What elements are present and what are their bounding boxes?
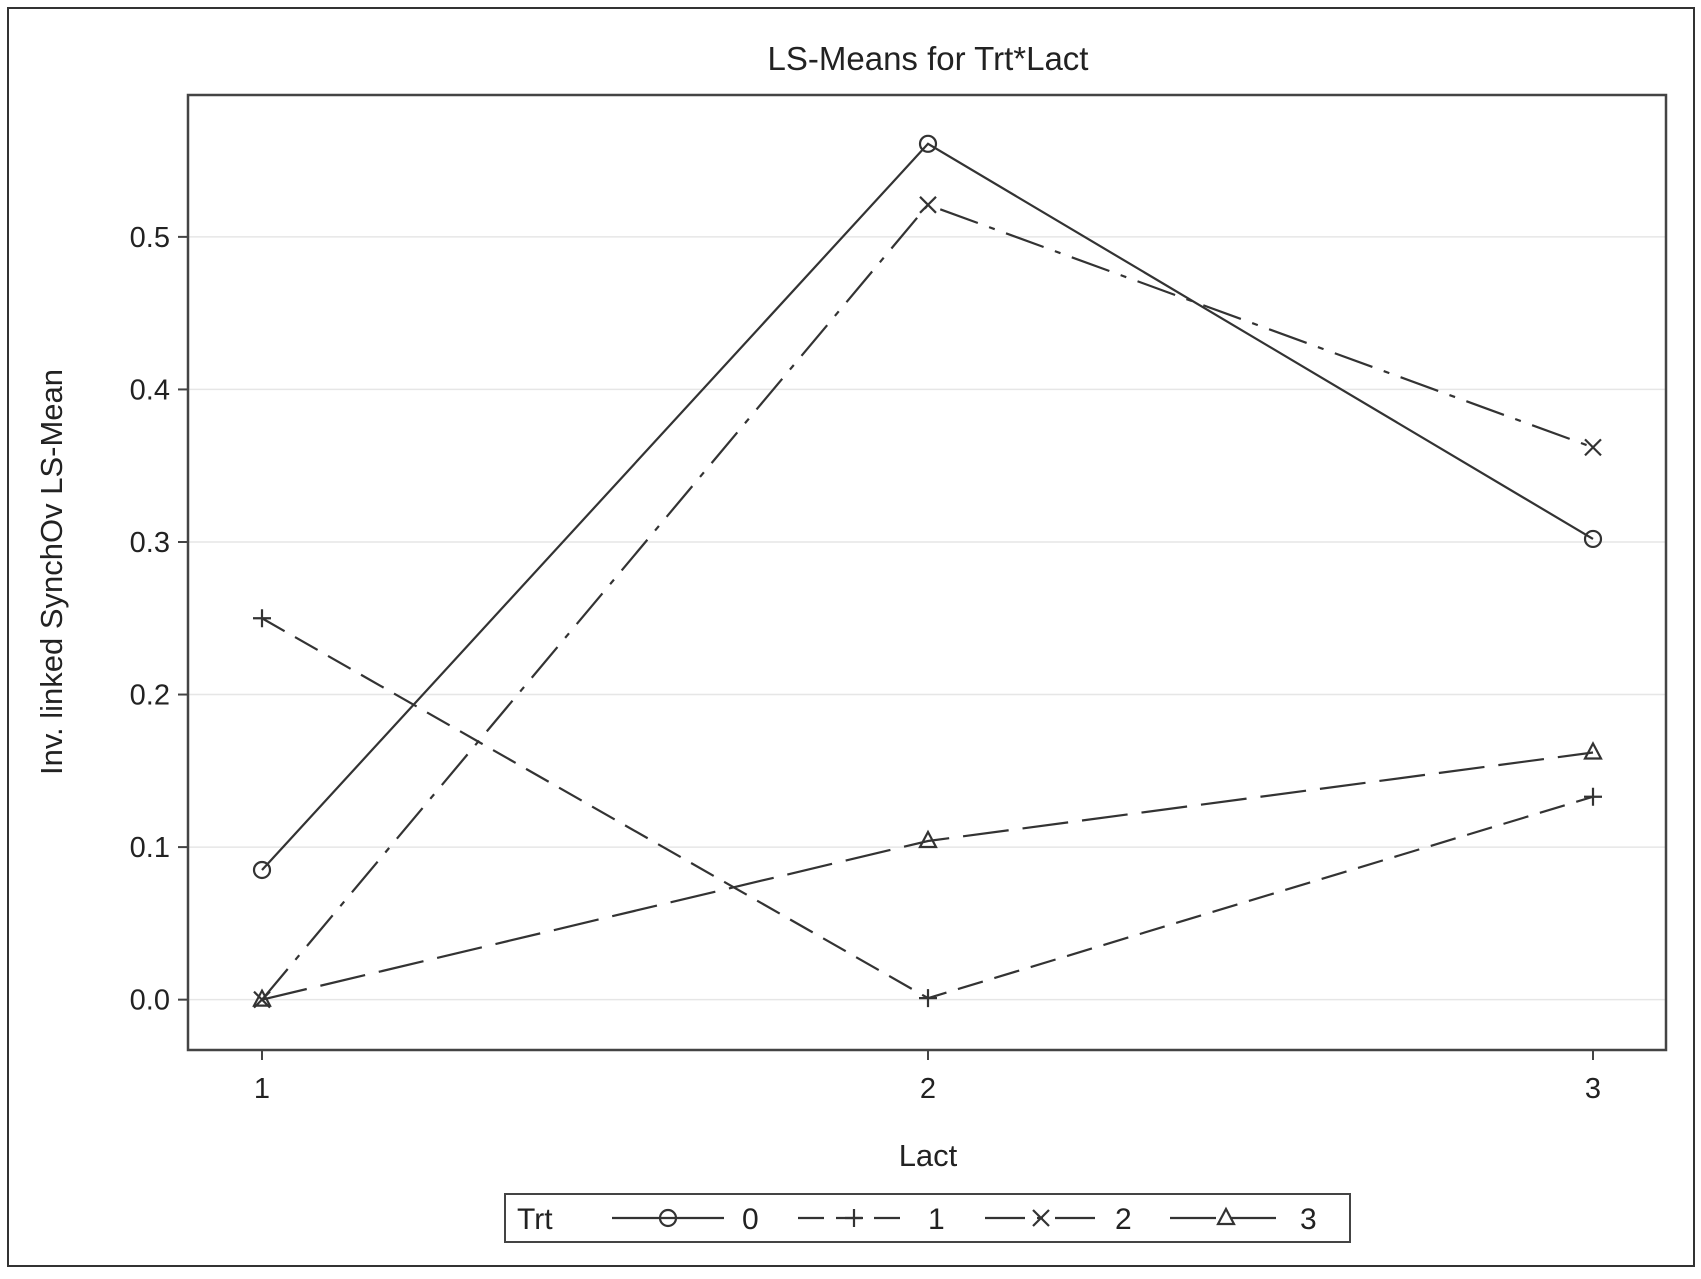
data-point-x <box>1584 438 1602 457</box>
series-layer <box>252 134 1603 1009</box>
x-tick-label: 1 <box>254 1073 270 1105</box>
data-point-plus <box>1584 787 1602 806</box>
legend-marker-circle <box>658 1208 678 1228</box>
chart-title: LS-Means for Trt*Lact <box>768 40 1089 77</box>
x-tick-label: 3 <box>1585 1073 1601 1105</box>
legend-entry: 1 <box>798 1203 945 1236</box>
outer-frame <box>7 7 1695 1267</box>
legend-entry: 0 <box>612 1203 759 1236</box>
data-point-circle <box>1583 529 1603 549</box>
data-point-triangle <box>1583 741 1603 760</box>
legend-marker-plus <box>845 1209 863 1227</box>
y-tick-label: 0.1 <box>130 832 170 864</box>
legend-label: 1 <box>928 1203 945 1236</box>
legend-marker-triangle <box>1216 1206 1236 1226</box>
legend-title: Trt <box>517 1203 553 1236</box>
legend-entry: 2 <box>985 1203 1132 1236</box>
gridlines <box>188 236 1666 1001</box>
x-axis-title: Lact <box>899 1138 958 1173</box>
legend-marker-x <box>1032 1209 1050 1227</box>
data-point-triangle <box>252 988 272 1007</box>
data-point-plus <box>253 609 271 628</box>
legend-label: 3 <box>1300 1203 1317 1236</box>
series-3 <box>252 741 1603 1007</box>
legend: Trt 0 1 2 3 <box>504 1193 1351 1243</box>
data-point-circle <box>918 134 938 153</box>
axes: 0.0 0.1 0.2 0.3 0.4 0.5 1 2 3 <box>130 222 1601 1105</box>
y-tick-label: 0.0 <box>130 985 170 1017</box>
y-axis-title: Inv. linked SynchOv LS-Mean <box>34 369 69 775</box>
x-tick-label: 2 <box>920 1073 936 1105</box>
data-point-circle <box>252 860 272 880</box>
data-point-triangle <box>918 829 938 849</box>
legend-label: 2 <box>1115 1203 1132 1236</box>
data-point-plus <box>919 989 937 1008</box>
y-tick-label: 0.3 <box>130 527 170 559</box>
legend-entry: 3 <box>1170 1203 1317 1236</box>
series-0 <box>252 134 1603 880</box>
y-tick-label: 0.4 <box>130 374 170 406</box>
legend-label: 0 <box>742 1203 759 1236</box>
y-tick-label: 0.2 <box>130 680 170 712</box>
series-1 <box>253 609 1602 1008</box>
data-point-x <box>919 196 937 214</box>
y-tick-label: 0.5 <box>130 222 170 254</box>
series-line <box>261 751 1594 1001</box>
series-line <box>261 142 1594 871</box>
